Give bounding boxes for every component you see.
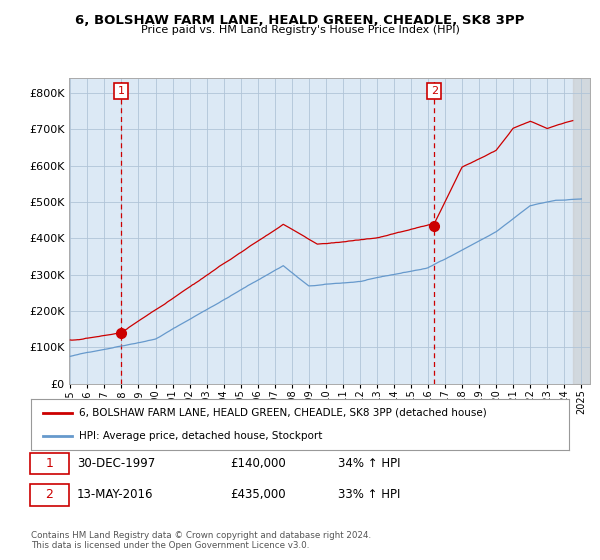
Text: 34% ↑ HPI: 34% ↑ HPI bbox=[338, 457, 400, 470]
Text: 2: 2 bbox=[46, 488, 53, 501]
Text: 30-DEC-1997: 30-DEC-1997 bbox=[77, 457, 155, 470]
Text: 33% ↑ HPI: 33% ↑ HPI bbox=[338, 488, 400, 501]
Text: HPI: Average price, detached house, Stockport: HPI: Average price, detached house, Stoc… bbox=[79, 431, 322, 441]
FancyBboxPatch shape bbox=[30, 453, 69, 474]
Text: 13-MAY-2016: 13-MAY-2016 bbox=[77, 488, 154, 501]
Text: 2: 2 bbox=[431, 86, 438, 96]
Text: £435,000: £435,000 bbox=[230, 488, 286, 501]
Bar bbox=[573, 78, 590, 384]
Text: Contains HM Land Registry data © Crown copyright and database right 2024.
This d: Contains HM Land Registry data © Crown c… bbox=[31, 531, 371, 550]
FancyBboxPatch shape bbox=[30, 484, 69, 506]
Text: 6, BOLSHAW FARM LANE, HEALD GREEN, CHEADLE, SK8 3PP: 6, BOLSHAW FARM LANE, HEALD GREEN, CHEAD… bbox=[76, 14, 524, 27]
Text: 1: 1 bbox=[118, 86, 125, 96]
Text: 6, BOLSHAW FARM LANE, HEALD GREEN, CHEADLE, SK8 3PP (detached house): 6, BOLSHAW FARM LANE, HEALD GREEN, CHEAD… bbox=[79, 408, 486, 418]
Text: Price paid vs. HM Land Registry's House Price Index (HPI): Price paid vs. HM Land Registry's House … bbox=[140, 25, 460, 35]
Text: 1: 1 bbox=[46, 457, 53, 470]
Text: £140,000: £140,000 bbox=[230, 457, 286, 470]
